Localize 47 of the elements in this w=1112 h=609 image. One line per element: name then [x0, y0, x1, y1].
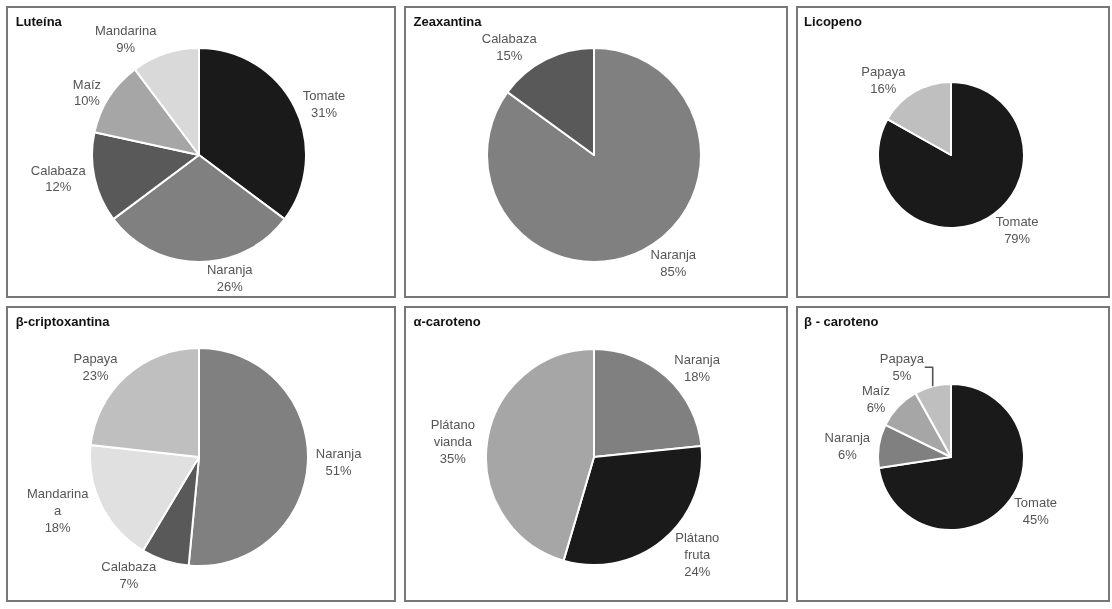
- data-label: 23%: [82, 367, 109, 383]
- data-label: 18%: [44, 519, 72, 535]
- slice-label: Tomate: [995, 213, 1039, 229]
- slice-label: Maíz: [861, 383, 891, 399]
- chart-title: Zeaxantina: [413, 13, 483, 29]
- chart-title: Licopeno: [804, 13, 862, 29]
- slice-label: Mandarina: [95, 23, 158, 39]
- data-label: 51%: [325, 463, 353, 479]
- data-label: 6%: [866, 400, 886, 416]
- slice-label: Tomate: [1014, 495, 1058, 511]
- slice-label: Plátano fruta: [675, 530, 720, 562]
- slice-label: Naranja: [650, 247, 697, 263]
- slice-label: Naranja: [674, 352, 721, 368]
- data-label: 24%: [684, 563, 711, 579]
- slice-label: Naranja: [824, 429, 871, 445]
- data-label: 9%: [116, 40, 136, 56]
- chart-title: Luteína: [15, 13, 63, 29]
- chart-title: α-caroteno: [413, 313, 481, 329]
- slice-label: Calabaza: [30, 162, 87, 178]
- data-label: 10%: [73, 93, 101, 109]
- data-label: 31%: [310, 104, 338, 120]
- slice-label: Papaya: [879, 351, 925, 367]
- data-label: 45%: [1022, 512, 1050, 528]
- data-label: 15%: [496, 47, 523, 63]
- slice-label: Mandarina a: [26, 485, 90, 518]
- data-label: 26%: [216, 278, 244, 294]
- data-label: 5%: [892, 368, 912, 384]
- pie-slice: [486, 47, 702, 263]
- slice-label: Papaya: [861, 64, 907, 80]
- chart-title: β-criptoxantina: [15, 313, 111, 329]
- data-label: 12%: [45, 179, 72, 195]
- data-label: 35%: [439, 450, 467, 466]
- slice-label: Naranja: [315, 446, 363, 462]
- chart-title: β - caroteno: [804, 313, 879, 329]
- data-label: 85%: [660, 263, 687, 279]
- slice-label: Naranja: [206, 262, 254, 277]
- data-label: 18%: [684, 369, 711, 384]
- data-label: 6%: [837, 446, 858, 462]
- slice-label: Calabaza: [101, 559, 158, 574]
- slice-label: Maíz: [72, 76, 102, 92]
- data-label: 79%: [1004, 230, 1031, 246]
- slice-label: Calabaza: [481, 31, 538, 47]
- slice-label: Papaya: [73, 350, 119, 366]
- data-label: 16%: [870, 81, 897, 97]
- slice-label: Tomate: [302, 87, 346, 103]
- data-label: 7%: [119, 575, 139, 591]
- slice-label: Plátano vianda: [430, 416, 475, 449]
